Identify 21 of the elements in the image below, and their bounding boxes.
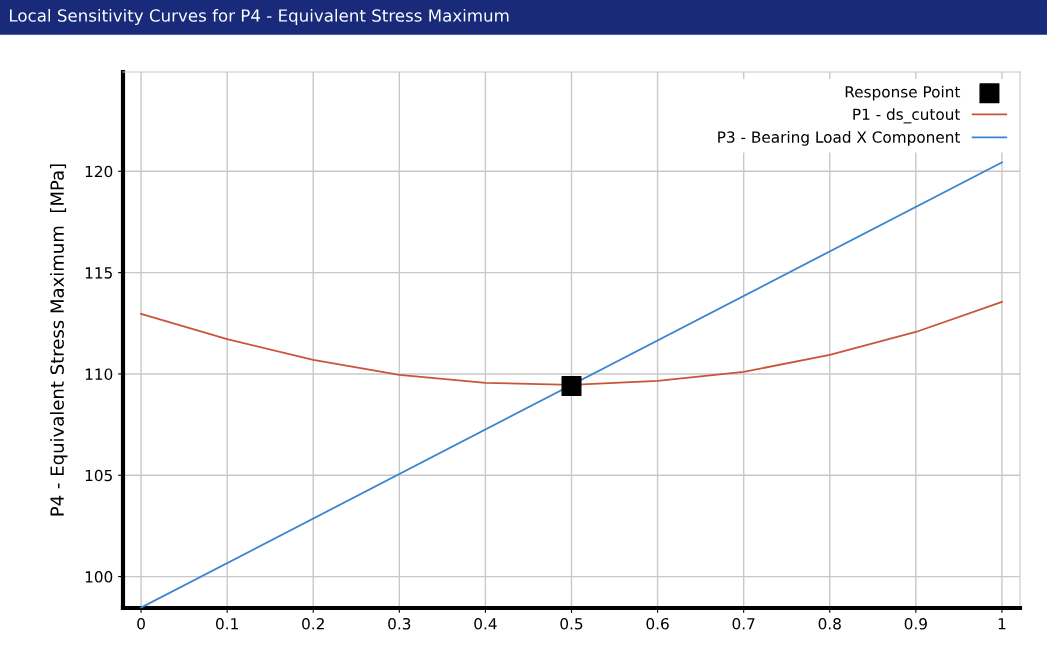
x-tick-label: 0.7: [732, 617, 755, 630]
x-tick-label: 0.1: [216, 617, 238, 630]
chart-title: Local Sensitivity Curves for P4 - Equivalent Stress Maximum: [10, 8, 509, 26]
x-tick-label: 0.6: [646, 617, 669, 630]
y-axis-title: P4 - Equivalent Stress Maximum [MPa]: [49, 164, 68, 516]
x-tick-label: 1: [998, 618, 1006, 630]
legend-label: Response Point: [845, 85, 961, 101]
x-tick-label: 0.2: [302, 617, 324, 630]
x-tick-label: 0.9: [904, 617, 927, 630]
y-tick-label: 120: [85, 165, 113, 178]
x-tick-label: 0: [137, 617, 145, 630]
legend-label: P1 - ds_cutout: [853, 108, 961, 124]
x-tick-label: 0.5: [560, 617, 583, 630]
y-tick-label: 110: [85, 368, 113, 380]
y-tick-label: 100: [85, 571, 113, 583]
legend-label: P3 - Bearing Load X Component: [718, 131, 961, 146]
x-tick-label: 0.4: [474, 617, 497, 630]
x-tick-label: 0.3: [388, 617, 411, 630]
y-tick-label: 115: [85, 267, 112, 279]
y-tick-label: 105: [85, 469, 112, 482]
x-tick-label: 0.8: [818, 617, 841, 630]
